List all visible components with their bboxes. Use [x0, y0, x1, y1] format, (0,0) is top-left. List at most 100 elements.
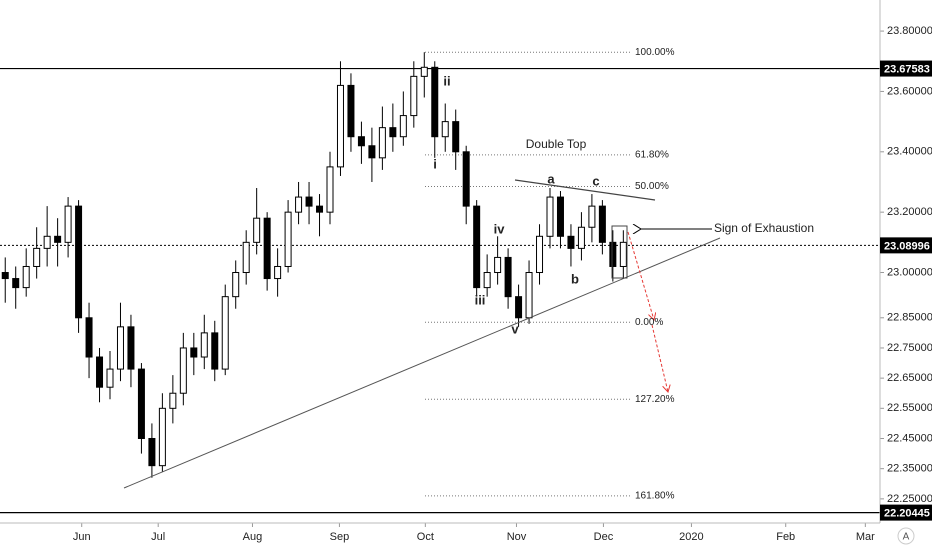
candle-body	[127, 326, 135, 370]
candle-body	[494, 256, 502, 274]
candle-body	[619, 241, 627, 267]
x-tick-label: Nov	[507, 531, 527, 543]
x-tick-label: Feb	[776, 531, 795, 543]
x-tick-label: Oct	[417, 531, 434, 543]
fib-label: 100.00%	[635, 47, 675, 58]
wave-label: a	[547, 171, 555, 186]
candle-body	[158, 407, 166, 467]
candle-body	[577, 226, 585, 249]
candle-body	[221, 296, 229, 370]
candle-body	[389, 127, 397, 138]
y-tick-label: 22.75000	[887, 342, 932, 354]
candle-body	[116, 326, 124, 370]
x-tick-label: Aug	[243, 531, 263, 543]
candle-body	[452, 121, 460, 153]
candle-body	[462, 151, 470, 207]
x-tick-label: Dec	[594, 531, 614, 543]
price-badge	[880, 504, 932, 521]
candle-body	[211, 332, 219, 370]
candle-body	[179, 347, 187, 394]
fib-label: 61.80%	[635, 149, 669, 160]
candle-body	[347, 84, 355, 138]
candle-body	[609, 241, 617, 267]
wave-label: v	[511, 321, 519, 336]
candle-body	[295, 196, 303, 213]
y-tick-label: 22.85000	[887, 312, 932, 324]
candle-body	[232, 272, 240, 298]
candle-body	[326, 166, 334, 213]
resistance-trendline	[514, 179, 656, 201]
price-badge	[880, 237, 932, 254]
candle-body	[242, 241, 250, 274]
y-tick-label: 22.65000	[887, 372, 932, 384]
candle-body	[567, 235, 575, 249]
candle-body	[253, 217, 261, 243]
candle-body	[399, 115, 407, 138]
candle-body	[148, 437, 156, 467]
candle-body	[64, 205, 72, 243]
wave-label: c	[592, 173, 599, 188]
candle-body	[357, 136, 365, 147]
price-badge-label: 22.20445	[884, 508, 930, 520]
fib-label: 161.80%	[635, 490, 675, 501]
y-tick-label: 22.55000	[887, 402, 932, 414]
candle-body	[54, 235, 62, 243]
candle-body	[556, 196, 564, 237]
candle-body	[190, 347, 198, 358]
fib-label: 127.20%	[635, 394, 675, 405]
candle-body	[336, 84, 344, 168]
y-tick-label: 23.60000	[887, 85, 932, 97]
y-tick-label: 23.40000	[887, 146, 932, 158]
candle-body	[305, 196, 313, 207]
candle-body	[200, 332, 208, 358]
candle-body	[504, 256, 512, 298]
candle-body	[137, 368, 145, 439]
fib-label: 50.00%	[635, 181, 669, 192]
candle-body	[1, 272, 9, 280]
candle-body	[316, 205, 324, 213]
candle-body	[410, 75, 418, 117]
candle-body	[441, 121, 449, 138]
wave-label: iii	[475, 292, 486, 307]
scale-badge-label[interactable]: A	[903, 532, 910, 543]
wave-label: i	[433, 156, 437, 171]
candle-body	[22, 265, 30, 289]
candle-body	[106, 368, 114, 388]
candle-body	[284, 211, 292, 267]
wave-label: b	[571, 271, 579, 286]
candle-body	[598, 205, 606, 243]
candle-body	[546, 196, 554, 237]
scale-badge[interactable]	[897, 527, 915, 545]
candle-body	[169, 392, 177, 409]
note-label: Sign of Exhaustion	[714, 221, 814, 235]
candle-body	[12, 278, 20, 289]
candle-body	[525, 272, 533, 319]
y-tick-label: 23.00000	[887, 266, 932, 278]
price-badge-label: 23.08996	[884, 240, 930, 252]
price-badge	[880, 60, 932, 77]
candle-body	[33, 247, 41, 267]
candle-body	[85, 317, 93, 358]
candle-body	[588, 205, 596, 228]
candle-body	[96, 356, 104, 388]
y-tick-label: 23.20000	[887, 206, 932, 218]
candle-body	[274, 265, 282, 280]
candle-body	[368, 145, 376, 159]
candle-body	[43, 235, 51, 249]
x-tick-label: Jul	[151, 531, 165, 543]
candle-body	[483, 272, 491, 289]
x-tick-label: Mar	[856, 531, 875, 543]
candle-body	[75, 205, 83, 319]
candle-body	[378, 127, 386, 159]
y-tick-label: 23.80000	[887, 25, 932, 37]
support-trendline	[123, 237, 721, 489]
candle-body	[431, 66, 439, 138]
wave-label: ii	[443, 73, 450, 88]
pattern-label: Double Top	[526, 137, 587, 151]
wave-label: iv	[494, 221, 506, 236]
x-tick-label: Sep	[330, 531, 350, 543]
candle-body	[536, 235, 544, 274]
x-tick-label: 2020	[679, 531, 703, 543]
fib-label: 0.00%	[635, 317, 663, 328]
